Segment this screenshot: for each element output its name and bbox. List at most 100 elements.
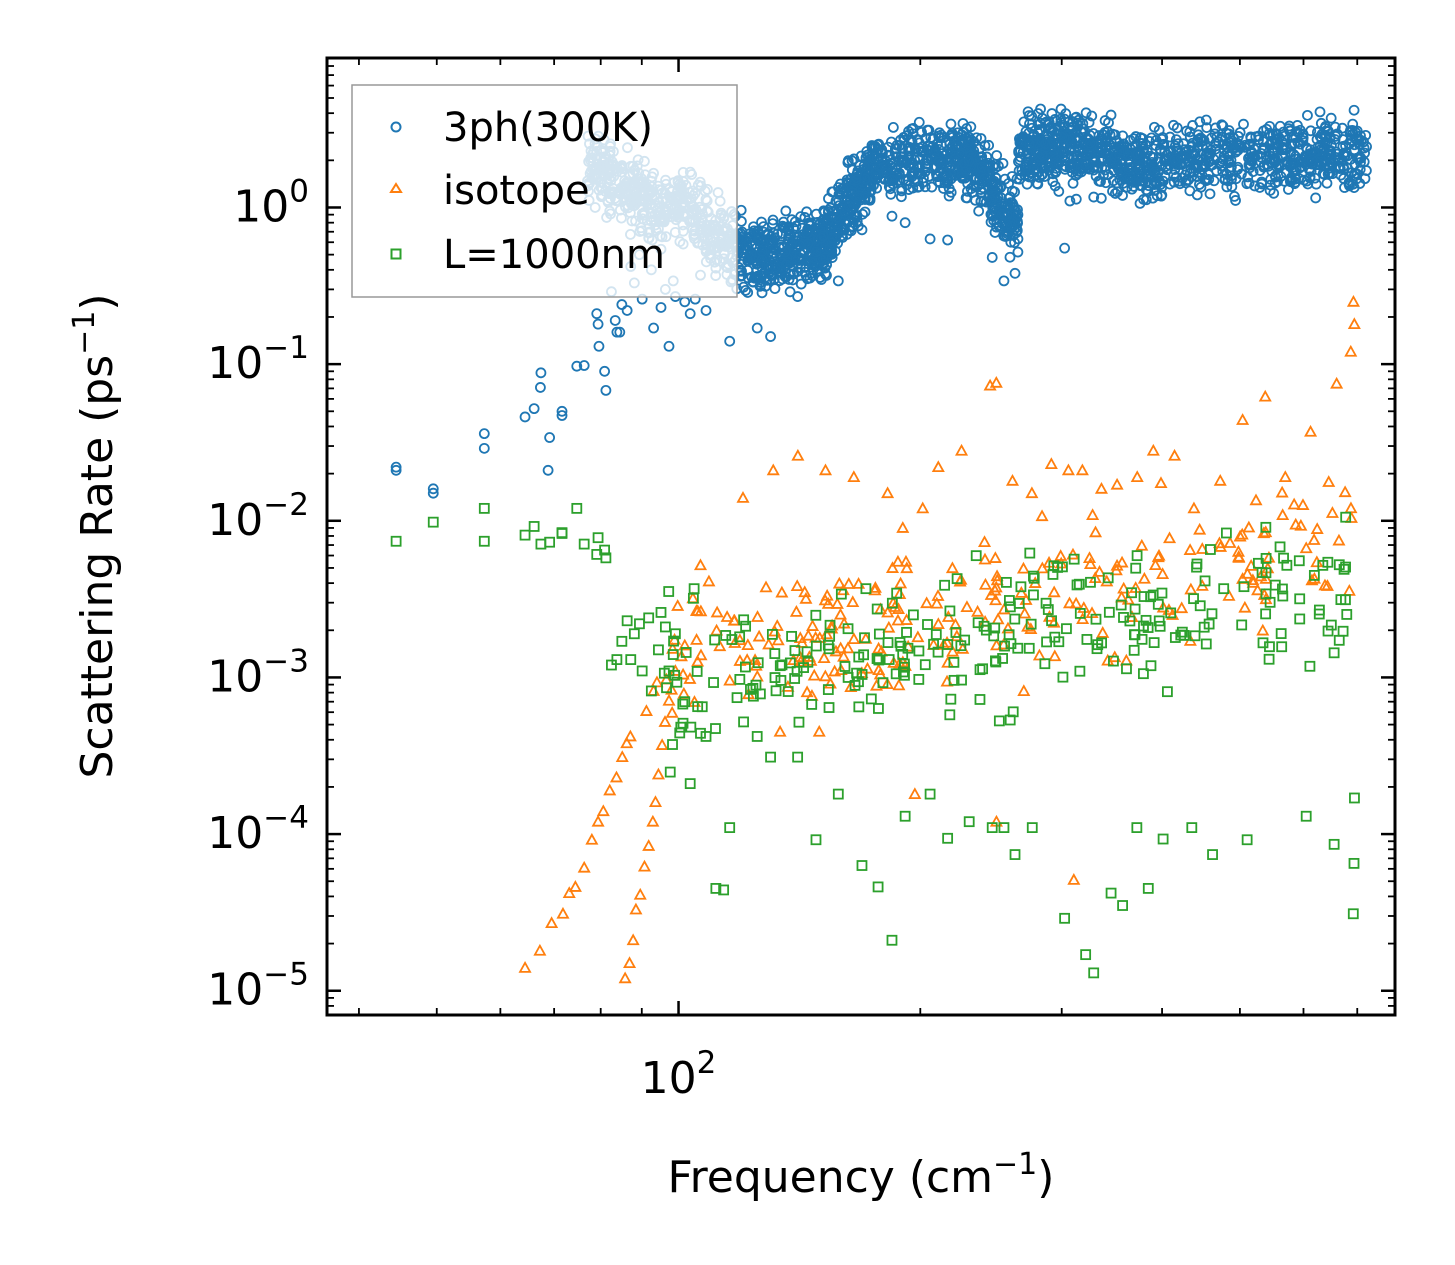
data-point [1108,655,1119,667]
data-point [1238,600,1252,613]
data-point [817,215,829,227]
data-point [1081,148,1093,160]
data-point [1259,571,1273,584]
data-point [1328,647,1340,659]
data-point [972,617,984,629]
data-point [568,880,582,892]
data-point [897,648,909,660]
data-point [556,410,568,421]
data-point [1005,473,1020,486]
data-point [1169,632,1181,643]
data-point [1103,606,1115,618]
data-point [1252,557,1264,569]
data-point [1349,792,1360,804]
data-point [1080,107,1092,119]
data-point [665,705,679,718]
data-point [1276,641,1288,653]
data-point [1214,540,1228,552]
data-point [1278,552,1289,564]
data-point [651,767,665,780]
data-point [1313,604,1325,616]
data-point [700,731,712,742]
data-point [655,607,667,618]
data-point [1249,150,1261,162]
data-point [1209,128,1221,140]
data-point [999,173,1011,185]
data-point [674,727,686,739]
data-point [859,187,871,199]
data-point [1004,714,1016,726]
data-point [1110,558,1124,571]
data-point [847,470,861,483]
data-point [1254,182,1266,193]
data-point [997,653,1008,664]
data-point [859,632,870,644]
data-point [1238,118,1249,130]
data-point [636,665,648,677]
data-point [891,554,905,567]
data-point [898,131,910,143]
data-point [1080,138,1092,150]
data-point [828,205,840,217]
data-point [847,632,861,644]
data-point [1281,559,1293,571]
data-point [1153,615,1165,627]
data-point [1142,883,1154,894]
data-point [920,596,934,609]
data-point [891,613,905,626]
data-point [806,619,820,631]
data-point [1009,613,1021,625]
data-point [1064,195,1076,207]
data-point [1035,509,1049,522]
data-point [789,604,803,617]
data-point [940,168,952,180]
data-point [961,192,973,204]
data-point [1322,149,1334,161]
data-point [1170,134,1182,145]
data-point [1188,593,1199,605]
data-point [1348,857,1360,869]
data-point [1341,609,1353,620]
data-point [957,171,969,183]
data-point [596,804,610,817]
data-point [1289,178,1300,190]
data-point [767,214,779,226]
data-point [870,141,881,152]
data-point [1163,531,1177,544]
data-point [873,628,885,640]
data-point [948,656,960,668]
data-point [1293,127,1305,139]
data-point [988,583,1002,596]
data-point [1064,122,1076,134]
data-point [1305,125,1317,137]
data-point [848,201,860,213]
data-point [894,576,908,589]
data-point [913,674,925,685]
data-point [1040,597,1052,609]
data-point [427,483,439,495]
data-point [944,709,956,721]
data-point [1181,165,1193,177]
data-point [956,674,967,686]
data-point [1283,123,1295,135]
data-point [1187,501,1201,514]
data-point [818,593,832,606]
data-point [791,448,805,461]
data-point [633,887,647,900]
data-point [883,654,895,665]
data-point [1025,618,1037,630]
data-point [1157,132,1169,143]
data-point [1284,161,1296,172]
data-point [1117,130,1128,142]
data-point [1157,833,1169,845]
data-point [1344,125,1356,137]
data-point [1192,141,1203,153]
data-point [868,583,882,596]
data-point [955,443,969,456]
data-point [779,246,791,258]
data-point [390,461,402,473]
data-point [1184,131,1196,143]
data-point [833,182,844,193]
data-point [1306,154,1318,166]
data-point [1004,601,1016,613]
